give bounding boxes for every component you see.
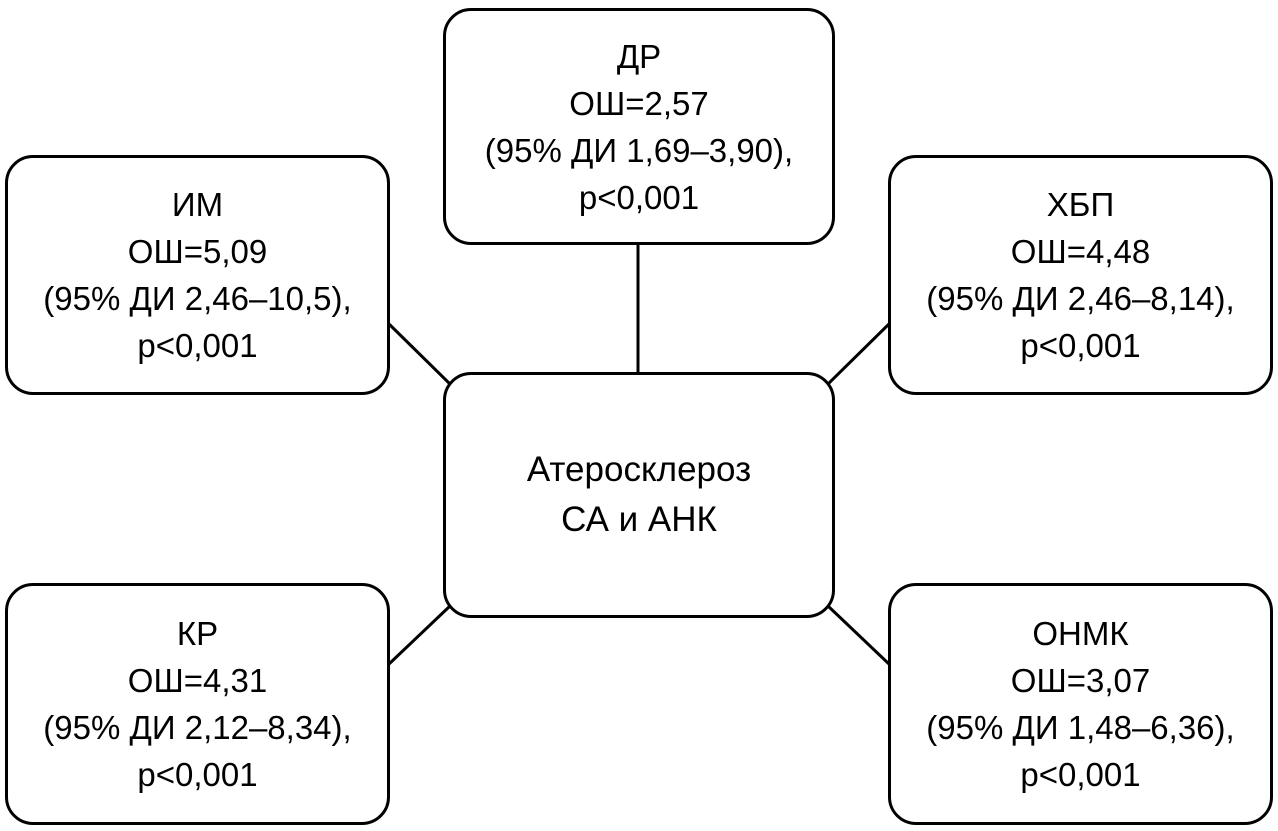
node-onmk-p-value: p<0,001 xyxy=(1020,756,1141,793)
node-center-line2: СА и АНК xyxy=(561,500,717,539)
node-im: ИМ ОШ=5,09 (95% ДИ 2,46–10,5), p<0,001 xyxy=(5,155,390,395)
node-im-p-value: p<0,001 xyxy=(137,327,258,364)
node-center-atherosclerosis: Атеросклероз СА и АНК xyxy=(443,372,835,618)
connector-bottom-right xyxy=(826,604,891,666)
node-kr-odds-ratio: ОШ=4,31 xyxy=(127,662,268,699)
connector-bottom-left xyxy=(387,604,452,666)
node-dr-title: ДР xyxy=(616,37,662,75)
node-dr-odds-ratio: ОШ=2,57 xyxy=(569,84,709,122)
node-dr-confidence-interval: (95% ДИ 1,69–3,90), xyxy=(484,131,794,169)
node-hbp-odds-ratio: ОШ=4,48 xyxy=(1010,233,1151,270)
node-onmk: ОНМК ОШ=3,07 (95% ДИ 1,48–6,36), p<0,001 xyxy=(888,583,1273,825)
node-hbp-p-value: p<0,001 xyxy=(1020,327,1141,364)
node-kr-title: КР xyxy=(176,615,219,652)
node-kr-p-value: p<0,001 xyxy=(137,756,258,793)
connector-top-right xyxy=(826,322,891,386)
node-im-confidence-interval: (95% ДИ 2,46–10,5), xyxy=(43,280,352,317)
node-onmk-confidence-interval: (95% ДИ 1,48–6,36), xyxy=(926,709,1235,746)
node-hbp-confidence-interval: (95% ДИ 2,46–8,14), xyxy=(926,280,1235,317)
node-hbp-title: ХБП xyxy=(1046,186,1115,223)
node-hbp: ХБП ОШ=4,48 (95% ДИ 2,46–8,14), p<0,001 xyxy=(888,155,1273,395)
node-kr: КР ОШ=4,31 (95% ДИ 2,12–8,34), p<0,001 xyxy=(5,583,390,825)
node-im-title: ИМ xyxy=(171,186,224,223)
node-dr: ДР ОШ=2,57 (95% ДИ 1,69–3,90), p<0,001 xyxy=(443,8,835,245)
node-im-odds-ratio: ОШ=5,09 xyxy=(127,233,268,270)
connector-top-left xyxy=(387,322,452,386)
node-kr-confidence-interval: (95% ДИ 2,12–8,34), xyxy=(43,709,352,746)
node-center-line1: Атеросклероз xyxy=(526,450,752,489)
node-onmk-title: ОНМК xyxy=(1032,615,1129,652)
node-dr-p-value: p<0,001 xyxy=(578,178,700,216)
node-onmk-odds-ratio: ОШ=3,07 xyxy=(1010,662,1151,699)
